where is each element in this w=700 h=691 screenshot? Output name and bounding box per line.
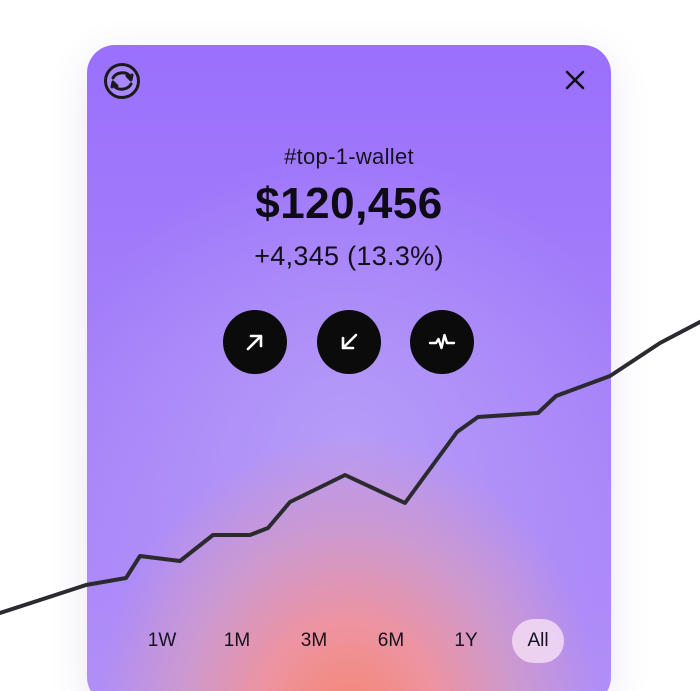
close-button[interactable] [558, 63, 592, 97]
activity-button[interactable] [410, 310, 474, 374]
activity-icon [428, 333, 456, 350]
arrow-down-left-icon [341, 333, 358, 350]
balance-change: +4,345 (13.3%) [254, 241, 444, 271]
wallet-balance: $120,456 [255, 179, 443, 228]
time-range-selector: 1W 1M 3M 6M 1Y All [87, 619, 611, 663]
wallet-name: #top-1-wallet [284, 144, 414, 169]
range-6m-button[interactable]: 6M [377, 630, 405, 651]
wallet-card: #top-1-wallet $120,456 +4,345 (13.3%) 1W… [87, 45, 611, 691]
receive-button[interactable] [317, 310, 381, 374]
wallet-logo-icon [102, 61, 142, 101]
close-icon [565, 70, 585, 90]
range-1m-button[interactable]: 1M [223, 630, 251, 651]
range-3m-button[interactable]: 3M [300, 630, 328, 651]
arrow-up-right-icon [246, 334, 263, 351]
range-all-button[interactable]: All [512, 619, 564, 663]
range-1w-button[interactable]: 1W [147, 630, 177, 651]
range-1y-button[interactable]: 1Y [454, 630, 478, 651]
send-button[interactable] [223, 310, 287, 374]
